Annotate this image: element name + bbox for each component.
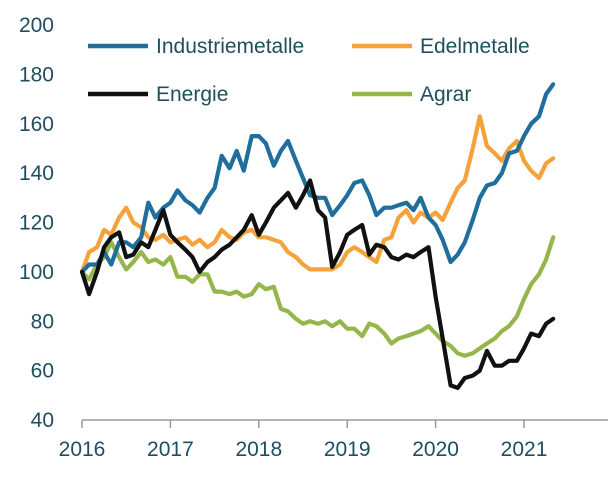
y-tick-label: 40 <box>31 409 54 432</box>
y-tick-label: 120 <box>19 212 54 235</box>
y-tick-label: 200 <box>19 14 54 37</box>
x-tick-label: 2016 <box>59 438 106 461</box>
y-tick-label: 180 <box>19 63 54 86</box>
legend-label-energie: Energie <box>156 83 228 106</box>
legend-label-edelmetalle: Edelmetalle <box>420 35 530 58</box>
series-lines <box>79 82 556 390</box>
y-tick-label: 160 <box>19 113 54 136</box>
y-tick-label: 60 <box>31 360 54 383</box>
series-line-industriemetalle <box>79 82 556 274</box>
x-tick-label: 2018 <box>235 438 282 461</box>
legend-label-industriemetalle: Industriemetalle <box>156 35 304 58</box>
series-line-agrar <box>79 235 556 358</box>
y-axis: 40 60 80 100 120 140 160 180 200 <box>19 14 54 432</box>
x-tick-label: 2017 <box>147 438 194 461</box>
y-tick-label: 100 <box>19 261 54 284</box>
y-tick-label: 140 <box>19 162 54 185</box>
x-tick-label: 2020 <box>412 438 459 461</box>
series-line-edelmetalle <box>79 114 556 274</box>
x-tick-label: 2021 <box>501 438 548 461</box>
legend: Industriemetalle Edelmetalle Energie Agrar <box>88 35 530 106</box>
x-axis: 2016 2017 2018 2019 2020 2021 <box>59 419 608 461</box>
y-tick-label: 80 <box>31 310 54 333</box>
x-tick-label: 2019 <box>324 438 371 461</box>
series-line-energie <box>79 178 556 390</box>
legend-label-agrar: Agrar <box>420 83 471 106</box>
